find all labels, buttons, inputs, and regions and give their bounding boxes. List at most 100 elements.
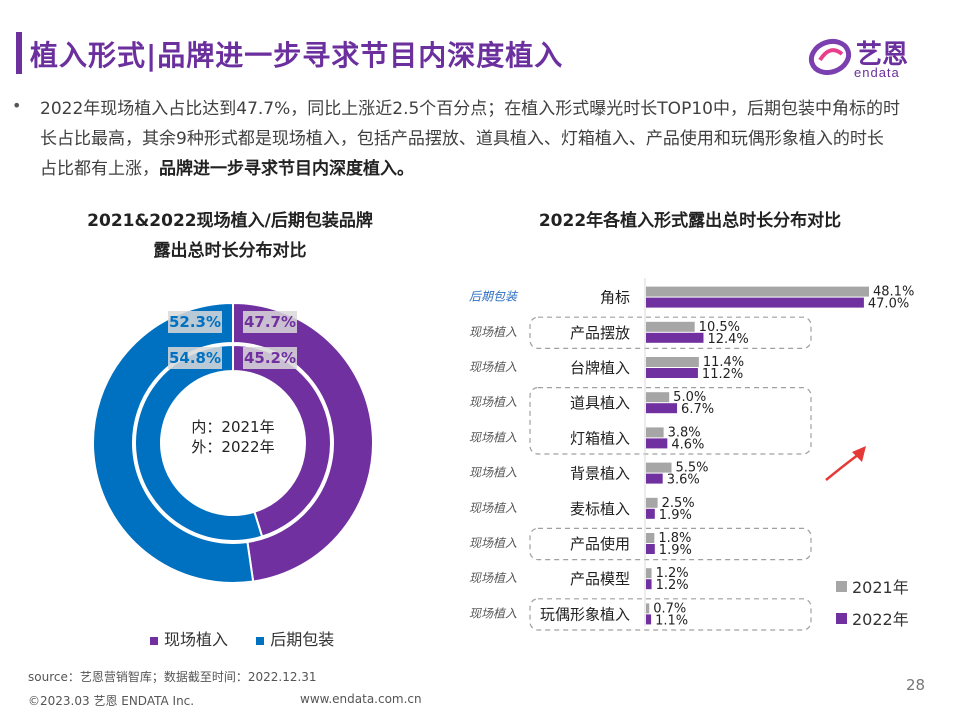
- bar-group-label: 现场植入: [469, 325, 517, 339]
- bar-2021-value-label: 1.8%: [658, 531, 691, 546]
- donut-inner-onsite-label-bg: [243, 347, 297, 369]
- copyright: ©2023.03 艺恩 ENDATA Inc.: [28, 694, 195, 708]
- bar-2022-value-label: 1.9%: [659, 543, 692, 558]
- donut-inner-onsite-label: 45.2%: [244, 349, 296, 367]
- donut-outer-slice-onsite: [232, 301, 374, 583]
- donut-inner-ring: [134, 343, 332, 542]
- donut-center-line1: 内：2021年: [191, 418, 274, 436]
- bar-row: 现场植入 玩偶形象植入 0.7%1.1%: [469, 601, 688, 628]
- bar-chart-title: 2022年各植入形式露出总时长分布对比: [538, 211, 842, 231]
- donut-inner-slice-onsite: [232, 343, 332, 538]
- bar-2021: [646, 286, 869, 297]
- bar-2021-value-label: 0.7%: [653, 601, 686, 616]
- bar-group-label: 现场植入: [469, 606, 517, 620]
- bar-2022-value-label: 1.9%: [659, 508, 692, 523]
- donut-outer-post-label-bg: [168, 311, 222, 333]
- bar-2021: [646, 568, 652, 579]
- bar-category-label: 灯箱植入: [570, 429, 630, 447]
- summary-text: 2022年现场植入占比达到47.7%，同比上涨近2.5个百分点；在植入形式曝光时…: [40, 99, 900, 179]
- bar-category-label: 玩偶形象植入: [540, 605, 630, 623]
- page-title: 植入形式|品牌进一步寻求节目内深度植入: [30, 39, 564, 72]
- bar-2021: [646, 321, 695, 332]
- bar-category-label: 产品模型: [570, 570, 630, 588]
- bar-2021: [646, 533, 655, 543]
- donut-inner-post-label: 54.8%: [169, 349, 221, 367]
- donut-outer-onsite-label: 47.7%: [244, 313, 296, 331]
- endata-logo: 艺恩 endata: [808, 34, 928, 82]
- bar-category-label: 背景植入: [570, 465, 630, 483]
- bar-2021: [646, 357, 699, 367]
- highlight-box-3: [529, 598, 812, 631]
- bar-2022-value-label: 47.0%: [868, 297, 909, 312]
- highlight-box-1: [529, 387, 812, 455]
- bar-row: 现场植入 产品使用 1.8%1.9%: [469, 531, 692, 558]
- bar-group-label: 后期包装: [469, 290, 519, 304]
- highlight-box-2: [529, 527, 812, 561]
- bar-2021-value-label: 1.2%: [656, 566, 689, 581]
- bar-2021: [646, 427, 664, 438]
- bar-category-label: 道具植入: [570, 394, 630, 412]
- bar-row: 后期包装 角标 48.1%47.0%: [469, 285, 914, 312]
- bar-row: 现场植入 背景植入 5.5%3.6%: [469, 461, 709, 488]
- bar-group-label: 现场植入: [469, 430, 517, 444]
- bar-group-label: 现场植入: [469, 395, 517, 409]
- legend-2022-label: 2022年: [852, 610, 909, 629]
- title-accent-bar: [16, 32, 22, 74]
- bar-group-label: 现场植入: [469, 571, 517, 585]
- donut-inner-post-label-bg: [168, 347, 222, 369]
- bar-2022-value-label: 6.7%: [681, 402, 714, 417]
- bar-row: 现场植入 台牌植入 11.4%11.2%: [469, 355, 744, 382]
- bar-2022: [646, 332, 704, 343]
- trend-arrow-icon: [825, 446, 866, 481]
- donut-outer-ring: [92, 301, 374, 584]
- bar-group-label: 现场植入: [469, 466, 517, 480]
- legend-post-label: 后期包装: [270, 630, 335, 649]
- donut-legend: 现场植入 后期包装: [150, 626, 334, 650]
- bar-category-label: 产品使用: [570, 535, 630, 553]
- summary-bold: 品牌进一步寻求节目内深度植入。: [159, 159, 414, 179]
- bar-2022: [646, 579, 652, 590]
- donut-outer-onsite-label-bg: [243, 311, 297, 333]
- donut-outer-post-label: 52.3%: [169, 313, 221, 331]
- highlight-box-0: [529, 316, 812, 350]
- bullet-icon: •: [12, 96, 22, 115]
- bar-2021-value-label: 5.5%: [675, 461, 708, 476]
- logo-subtitle: endata: [854, 65, 900, 80]
- bar-2022: [646, 473, 663, 484]
- bar-2022: [646, 544, 655, 554]
- bar-category-label: 台牌植入: [570, 359, 630, 377]
- donut-chart-title: 2021&2022现场植入/后期包装品牌 露出总时长分布对比: [30, 206, 430, 266]
- bar-2022-value-label: 12.4%: [707, 332, 748, 347]
- bar-2022: [646, 614, 652, 625]
- bar-2022-value-label: 3.6%: [667, 473, 700, 488]
- legend-2021-swatch: [836, 581, 847, 592]
- bar-row: 现场植入 麦标植入 2.5%1.9%: [469, 496, 695, 523]
- bar-group-label: 现场植入: [469, 360, 517, 374]
- bar-row: 现场植入 产品摆放 10.5%12.4%: [469, 320, 749, 347]
- bar-row: 现场植入 灯箱植入 3.8%4.6%: [469, 425, 704, 452]
- bar-row: 现场植入 道具植入 5.0%6.7%: [469, 390, 714, 417]
- bar-2022-value-label: 1.2%: [656, 578, 689, 593]
- bar-2021-value-label: 48.1%: [873, 285, 914, 300]
- bar-2022: [646, 438, 668, 449]
- bar-2022-value-label: 4.6%: [671, 437, 704, 452]
- bar-2022: [646, 508, 655, 519]
- bar-2021: [646, 603, 650, 614]
- bar-2021-value-label: 2.5%: [662, 496, 695, 511]
- donut-inner-slice-post: [134, 343, 264, 542]
- bar-category-label: 角标: [600, 289, 630, 307]
- bar-2021-value-label: 5.0%: [673, 390, 706, 405]
- bar-2021: [646, 392, 670, 403]
- legend-onsite-label: 现场植入: [164, 630, 229, 649]
- donut-outer-slice-post: [92, 301, 255, 584]
- website-link[interactable]: www.endata.com.cn: [300, 692, 422, 706]
- bar-2021-value-label: 3.8%: [668, 425, 701, 440]
- legend-2021-label: 2021年: [852, 578, 909, 597]
- bar-row: 现场植入 产品模型 1.2%1.2%: [469, 566, 689, 593]
- bar-2022: [646, 297, 864, 308]
- donut-labels: 45.2% 54.8% 47.7% 52.3%: [168, 311, 297, 369]
- bar-group-label: 现场植入: [469, 536, 517, 550]
- bar-2022: [646, 403, 678, 414]
- bar-2021: [646, 462, 672, 473]
- bar-2022-value-label: 1.1%: [655, 613, 688, 628]
